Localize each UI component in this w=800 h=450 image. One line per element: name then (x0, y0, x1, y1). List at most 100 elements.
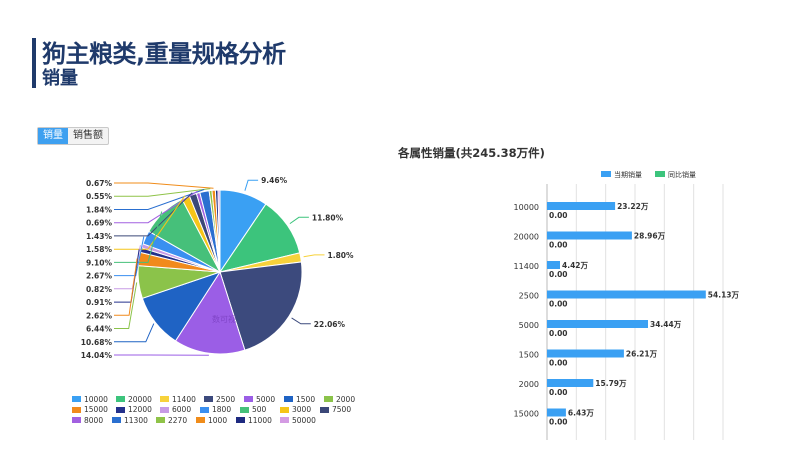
bar-value-label: 26.21万 (626, 350, 658, 359)
bar-legend-item-0[interactable]: 当期销量 (601, 170, 642, 179)
legend-item-12000[interactable]: 12000 (116, 405, 160, 416)
bar-value-label: 34.44万 (650, 320, 682, 329)
bar-current-10000[interactable] (547, 202, 616, 210)
bar-yoy-value-label: 0.00 (549, 241, 568, 250)
legend-item-11300[interactable]: 11300 (112, 415, 156, 426)
bar-yoy-value-label: 0.00 (549, 270, 568, 279)
metric-tabs: 销量 销售额 (37, 127, 109, 145)
legend-label: 7500 (332, 405, 352, 415)
bar-chart: 当期销量 同比销量 10000 23.22万 0.00 20000 28.96万 0.00 11… (514, 170, 740, 440)
bar-current-1500[interactable] (547, 349, 624, 358)
page-subtitle: 销量 (42, 68, 78, 89)
legend-item-10000[interactable]: 10000 (72, 394, 116, 405)
pie-leader-2500 (291, 317, 311, 325)
bar-current-15000[interactable] (547, 408, 566, 417)
pie-leader-1000 (114, 182, 214, 189)
legend-swatch (72, 417, 81, 424)
legend-swatch (116, 396, 125, 403)
legend-swatch (320, 406, 329, 413)
bar-category-label: 2000 (519, 380, 539, 389)
pie-leader-11300 (114, 189, 205, 210)
pie-label-15000: 2.62% (86, 311, 113, 320)
legend-swatch (72, 406, 81, 413)
bar-legend-item-1[interactable]: 同比销量 (655, 170, 696, 179)
legend-item-7500[interactable]: 7500 (320, 405, 360, 416)
tab-sales-amount[interactable]: 销售额 (73, 130, 103, 141)
pie-label-2000: 6.44% (86, 325, 113, 334)
bar-current-2000[interactable] (547, 379, 594, 387)
bar-yoy-value-label: 0.00 (549, 359, 568, 368)
legend-label: 10000 (84, 394, 108, 404)
bar-yoy-value-label: 0.00 (549, 300, 568, 309)
legend-item-3000[interactable]: 3000 (280, 405, 320, 416)
bar-current-5000[interactable] (547, 320, 648, 328)
pie-label-11300: 1.84% (86, 206, 113, 215)
bar-category-label: 15000 (514, 410, 539, 419)
legend-item-2500[interactable]: 2500 (204, 394, 244, 405)
legend-item-2000[interactable]: 2000 (324, 394, 364, 405)
legend-item-2270[interactable]: 2270 (156, 415, 196, 426)
pie-leader-1800 (114, 236, 145, 277)
bar-value-label: 4.42万 (562, 261, 589, 270)
legend-swatch (240, 406, 249, 413)
pie-slice-50000[interactable] (217, 189, 221, 273)
pie-leader-2000 (114, 282, 138, 329)
legend-item-15000[interactable]: 15000 (72, 405, 116, 416)
bar-value-label: 54.13万 (708, 291, 740, 300)
legend-label: 11000 (248, 415, 272, 425)
legend-label: 1000 (208, 415, 228, 425)
legend-label: 5000 (256, 394, 276, 404)
legend-item-50000[interactable]: 50000 (280, 415, 324, 426)
legend-item-6000[interactable]: 6000 (160, 405, 200, 416)
tab-sales-volume[interactable]: 销量 (38, 128, 68, 144)
legend-swatch (160, 396, 169, 403)
legend-item-11400[interactable]: 11400 (160, 394, 204, 405)
legend-item-500[interactable]: 500 (240, 405, 280, 416)
legend-label: 2000 (336, 394, 356, 404)
bar-legend-swatch (655, 171, 665, 177)
legend-label: 2270 (168, 415, 188, 425)
legend-label: 3000 (292, 405, 312, 415)
legend-swatch (280, 406, 289, 413)
legend-label: 2500 (216, 394, 236, 404)
legend-item-5000[interactable]: 5000 (244, 394, 284, 405)
legend-label: 11300 (124, 415, 148, 425)
bar-current-20000[interactable] (547, 231, 632, 240)
legend-item-20000[interactable]: 20000 (116, 394, 160, 405)
legend-swatch (116, 406, 125, 413)
pie-leader-11400 (303, 254, 325, 258)
bar-value-label: 6.43万 (568, 409, 595, 418)
legend-item-1000[interactable]: 1000 (196, 415, 236, 426)
pie-slice-20000[interactable] (218, 203, 301, 273)
pie-label-6000: 0.82% (86, 285, 113, 294)
pie-leader-1500 (114, 323, 155, 343)
legend-label: 500 (252, 405, 267, 415)
pie-legend: 10000 20000 11400 2500 5000 1500 2000 15000 1200… (72, 394, 392, 426)
legend-swatch (324, 396, 333, 403)
pie-slice-5000[interactable] (174, 270, 246, 355)
bar-legend-label: 同比销量 (668, 170, 696, 179)
legend-item-1800[interactable]: 1800 (200, 405, 240, 416)
bar-current-11400[interactable] (547, 261, 560, 269)
bar-value-label: 15.79万 (595, 379, 627, 388)
bar-current-2500[interactable] (547, 290, 706, 299)
bar-category-label: 2500 (519, 292, 539, 301)
pie-leader-500 (114, 211, 163, 263)
legend-item-8000[interactable]: 8000 (72, 415, 112, 426)
bar-yoy-value-label: 0.00 (549, 418, 568, 427)
legend-item-11000[interactable]: 11000 (236, 415, 280, 426)
legend-label: 8000 (84, 415, 104, 425)
pie-watermark: 数可视 (212, 314, 236, 324)
pie-label-1800: 2.67% (86, 272, 113, 281)
legend-swatch (200, 406, 209, 413)
legend-label: 1500 (296, 394, 316, 404)
legend-swatch (196, 417, 205, 424)
legend-swatch (204, 396, 213, 403)
legend-item-1500[interactable]: 1500 (284, 394, 324, 405)
pie-leader-20000 (289, 216, 309, 225)
bar-category-label: 20000 (514, 233, 539, 242)
legend-label: 12000 (128, 405, 152, 415)
pie-label-2500: 22.06% (314, 320, 346, 329)
bar-value-label: 28.96万 (634, 232, 666, 241)
pie-slice-2500[interactable] (219, 261, 303, 351)
